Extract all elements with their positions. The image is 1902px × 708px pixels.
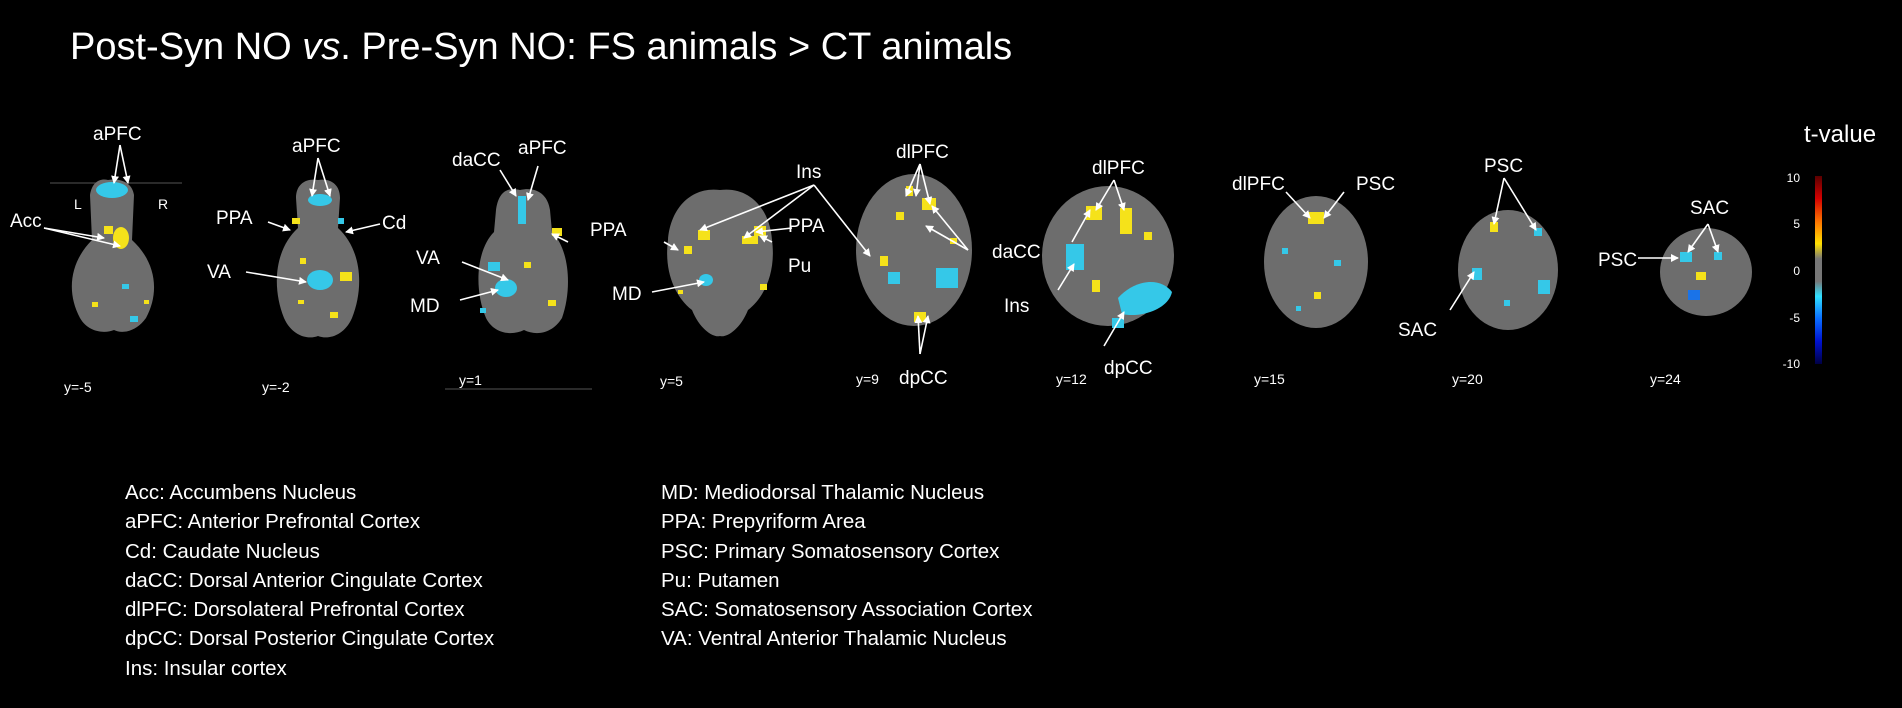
label-va: VA [207, 262, 231, 283]
label-acc: Acc [10, 211, 42, 232]
brain-slice-3 [445, 189, 592, 390]
colorbar-tick: -5 [1789, 311, 1800, 325]
label-cd: Cd [382, 213, 406, 234]
colorbar-tick: -10 [1783, 357, 1801, 371]
legend-entry: VA: Ventral Anterior Thalamic Nucleus [661, 627, 1007, 651]
label-va: VA [416, 248, 440, 269]
label-md: MD [612, 284, 642, 305]
slice-coordinate: y=15 [1254, 371, 1285, 387]
label-ins: Ins [1004, 296, 1029, 317]
brain-slice-4 [667, 189, 773, 337]
figure-title: Post-Syn NO vs. Pre-Syn NO: FS animals >… [70, 26, 1013, 68]
label-dacc: daCC [452, 150, 501, 171]
legend-entry: PPA: Prepyriform Area [661, 510, 866, 534]
label-psc: PSC [1356, 174, 1395, 195]
brain-tissue [1264, 196, 1368, 328]
slice-coordinate: y=5 [660, 373, 683, 389]
brain-slice-6 [1042, 186, 1174, 328]
label-md: MD [410, 296, 440, 317]
legend-entry: Cd: Caudate Nucleus [125, 539, 320, 563]
colorbar-tick: 10 [1787, 171, 1801, 185]
colorbar: t-value 10 5 0 -5 -10 [1783, 121, 1876, 371]
label-dpcc: dpCC [1104, 358, 1153, 379]
slice-coordinate: y=9 [856, 371, 879, 387]
legend-entry: SAC: Somatosensory Association Cortex [661, 598, 1033, 622]
brain-tissue [1458, 210, 1558, 330]
brain-slice-8 [1458, 210, 1558, 330]
label-ppa: PPA [590, 220, 627, 241]
brain-slice-7 [1264, 196, 1368, 328]
brain-tissue [478, 189, 568, 334]
slice-coordinate: y=-5 [64, 379, 92, 395]
label-dlpfc: dlPFC [896, 142, 949, 163]
label-ppa: PPA [788, 216, 825, 237]
label-dpcc: dpCC [899, 368, 948, 389]
label-ppa: PPA [216, 208, 253, 229]
colorbar-gradient [1815, 176, 1822, 364]
slice-coordinate: y=1 [459, 372, 482, 388]
brain-slice-2 [276, 179, 360, 338]
slice-coordinate: y=12 [1056, 371, 1087, 387]
region-labels: aPFC Acc aPFC PPA Cd VA daCC aPFC VA MD … [10, 124, 1729, 389]
label-psc: PSC [1598, 250, 1637, 271]
legend-entry: aPFC: Anterior Prefrontal Cortex [125, 510, 421, 534]
legend-entry: Pu: Putamen [661, 568, 780, 592]
legend-entry: PSC: Primary Somatosensory Cortex [661, 539, 1000, 563]
colorbar-tick: 0 [1793, 264, 1800, 278]
label-apfc: aPFC [93, 124, 142, 145]
label-psc: PSC [1484, 156, 1523, 177]
colorbar-label: t-value [1804, 121, 1876, 148]
abbreviation-legend-left: Acc: Accumbens Nucleus aPFC: Anterior Pr… [125, 478, 494, 683]
label-apfc: aPFC [518, 138, 567, 159]
legend-entry: MD: Mediodorsal Thalamic Nucleus [661, 481, 985, 504]
right-marker: R [158, 196, 168, 212]
slice-coordinate: y=20 [1452, 371, 1483, 387]
label-dacc: daCC [992, 242, 1041, 263]
brain-slice-1 [50, 179, 182, 332]
brain-slice-5 [856, 174, 972, 326]
legend-entry: dlPFC: Dorsolateral Prefrontal Cortex [125, 598, 465, 622]
brain-tissue [71, 179, 155, 332]
label-pu: Pu [788, 256, 811, 277]
legend-entry: daCC: Dorsal Anterior Cingulate Cortex [125, 568, 483, 592]
label-dlpfc: dlPFC [1092, 158, 1145, 179]
legend-entry: dpCC: Dorsal Posterior Cingulate Cortex [125, 627, 495, 651]
abbreviation-legend-right: MD: Mediodorsal Thalamic Nucleus PPA: Pr… [661, 478, 1032, 654]
slice-coordinate: y=-2 [262, 379, 290, 395]
label-apfc: aPFC [292, 136, 341, 157]
brain-tissue [667, 189, 773, 337]
label-sac: SAC [1690, 198, 1729, 219]
left-marker: L [74, 196, 82, 212]
colorbar-tick: 5 [1793, 217, 1800, 231]
slice-coordinates: y=-5 y=-2 y=1 y=5 y=9 y=12 y=15 y=20 y=2… [64, 371, 1681, 395]
legend-entry: Ins: Insular cortex [125, 656, 287, 680]
brain-slice-9 [1660, 228, 1752, 316]
legend-entry: Acc: Accumbens Nucleus [125, 481, 357, 504]
annotation-arrows [43, 144, 1720, 355]
label-dlpfc: dlPFC [1232, 174, 1285, 195]
slice-coordinate: y=24 [1650, 371, 1681, 387]
brain-tissue [856, 174, 972, 326]
label-sac: SAC [1398, 320, 1437, 341]
label-ins: Ins [796, 162, 821, 183]
